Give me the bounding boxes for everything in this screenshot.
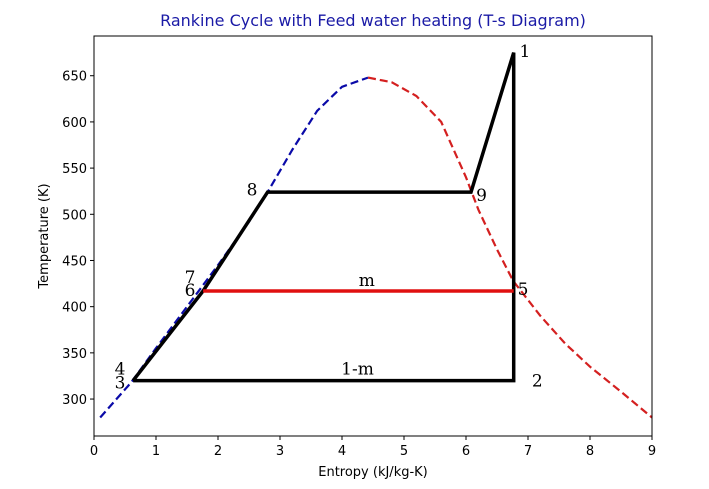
- y-tick-label: 500: [62, 208, 87, 223]
- saturated-vapor-line: [367, 76, 653, 419]
- x-tick-label: 8: [586, 444, 594, 459]
- x-tick-label: 5: [400, 444, 408, 459]
- x-tick-label: 7: [524, 444, 532, 459]
- state-point-label: 5: [518, 280, 529, 300]
- x-axis-label: Entropy (kJ/kg-K): [318, 465, 428, 480]
- x-tick-label: 3: [276, 444, 284, 459]
- state-point-label: 1-m: [341, 360, 374, 380]
- state-point-label: 7: [185, 268, 196, 288]
- state-point-label: 8: [247, 180, 258, 200]
- state-point-label: 9: [476, 186, 487, 206]
- x-tick-label: 6: [462, 444, 470, 459]
- x-tick-label: 2: [214, 444, 222, 459]
- chart-title: Rankine Cycle with Feed water heating (T…: [160, 11, 586, 30]
- x-tick-label: 9: [648, 444, 656, 459]
- y-tick-label: 350: [62, 347, 87, 362]
- y-axis-label: Temperature (K): [37, 183, 52, 289]
- state-point-label: 4: [115, 360, 126, 380]
- y-tick-label: 550: [62, 162, 87, 177]
- state-point-label: 1: [519, 42, 530, 62]
- y-tick-label: 450: [62, 254, 87, 269]
- x-tick-label: 1: [152, 444, 160, 459]
- x-tick-label: 4: [338, 444, 346, 459]
- y-tick-label: 650: [62, 70, 87, 85]
- plot-frame: [93, 35, 653, 437]
- y-tick-label: 300: [62, 393, 87, 408]
- x-tick-label: 0: [90, 444, 98, 459]
- saturated-liquid-line: [99, 76, 369, 419]
- state-point-label: 6: [185, 281, 196, 301]
- state-point-label: 3: [115, 373, 126, 393]
- state-point-label: m: [359, 271, 375, 291]
- y-tick-label: 600: [62, 116, 87, 131]
- state-point-label: 2: [532, 372, 543, 392]
- cycle-path: [131, 52, 516, 383]
- y-tick-label: 400: [62, 301, 87, 316]
